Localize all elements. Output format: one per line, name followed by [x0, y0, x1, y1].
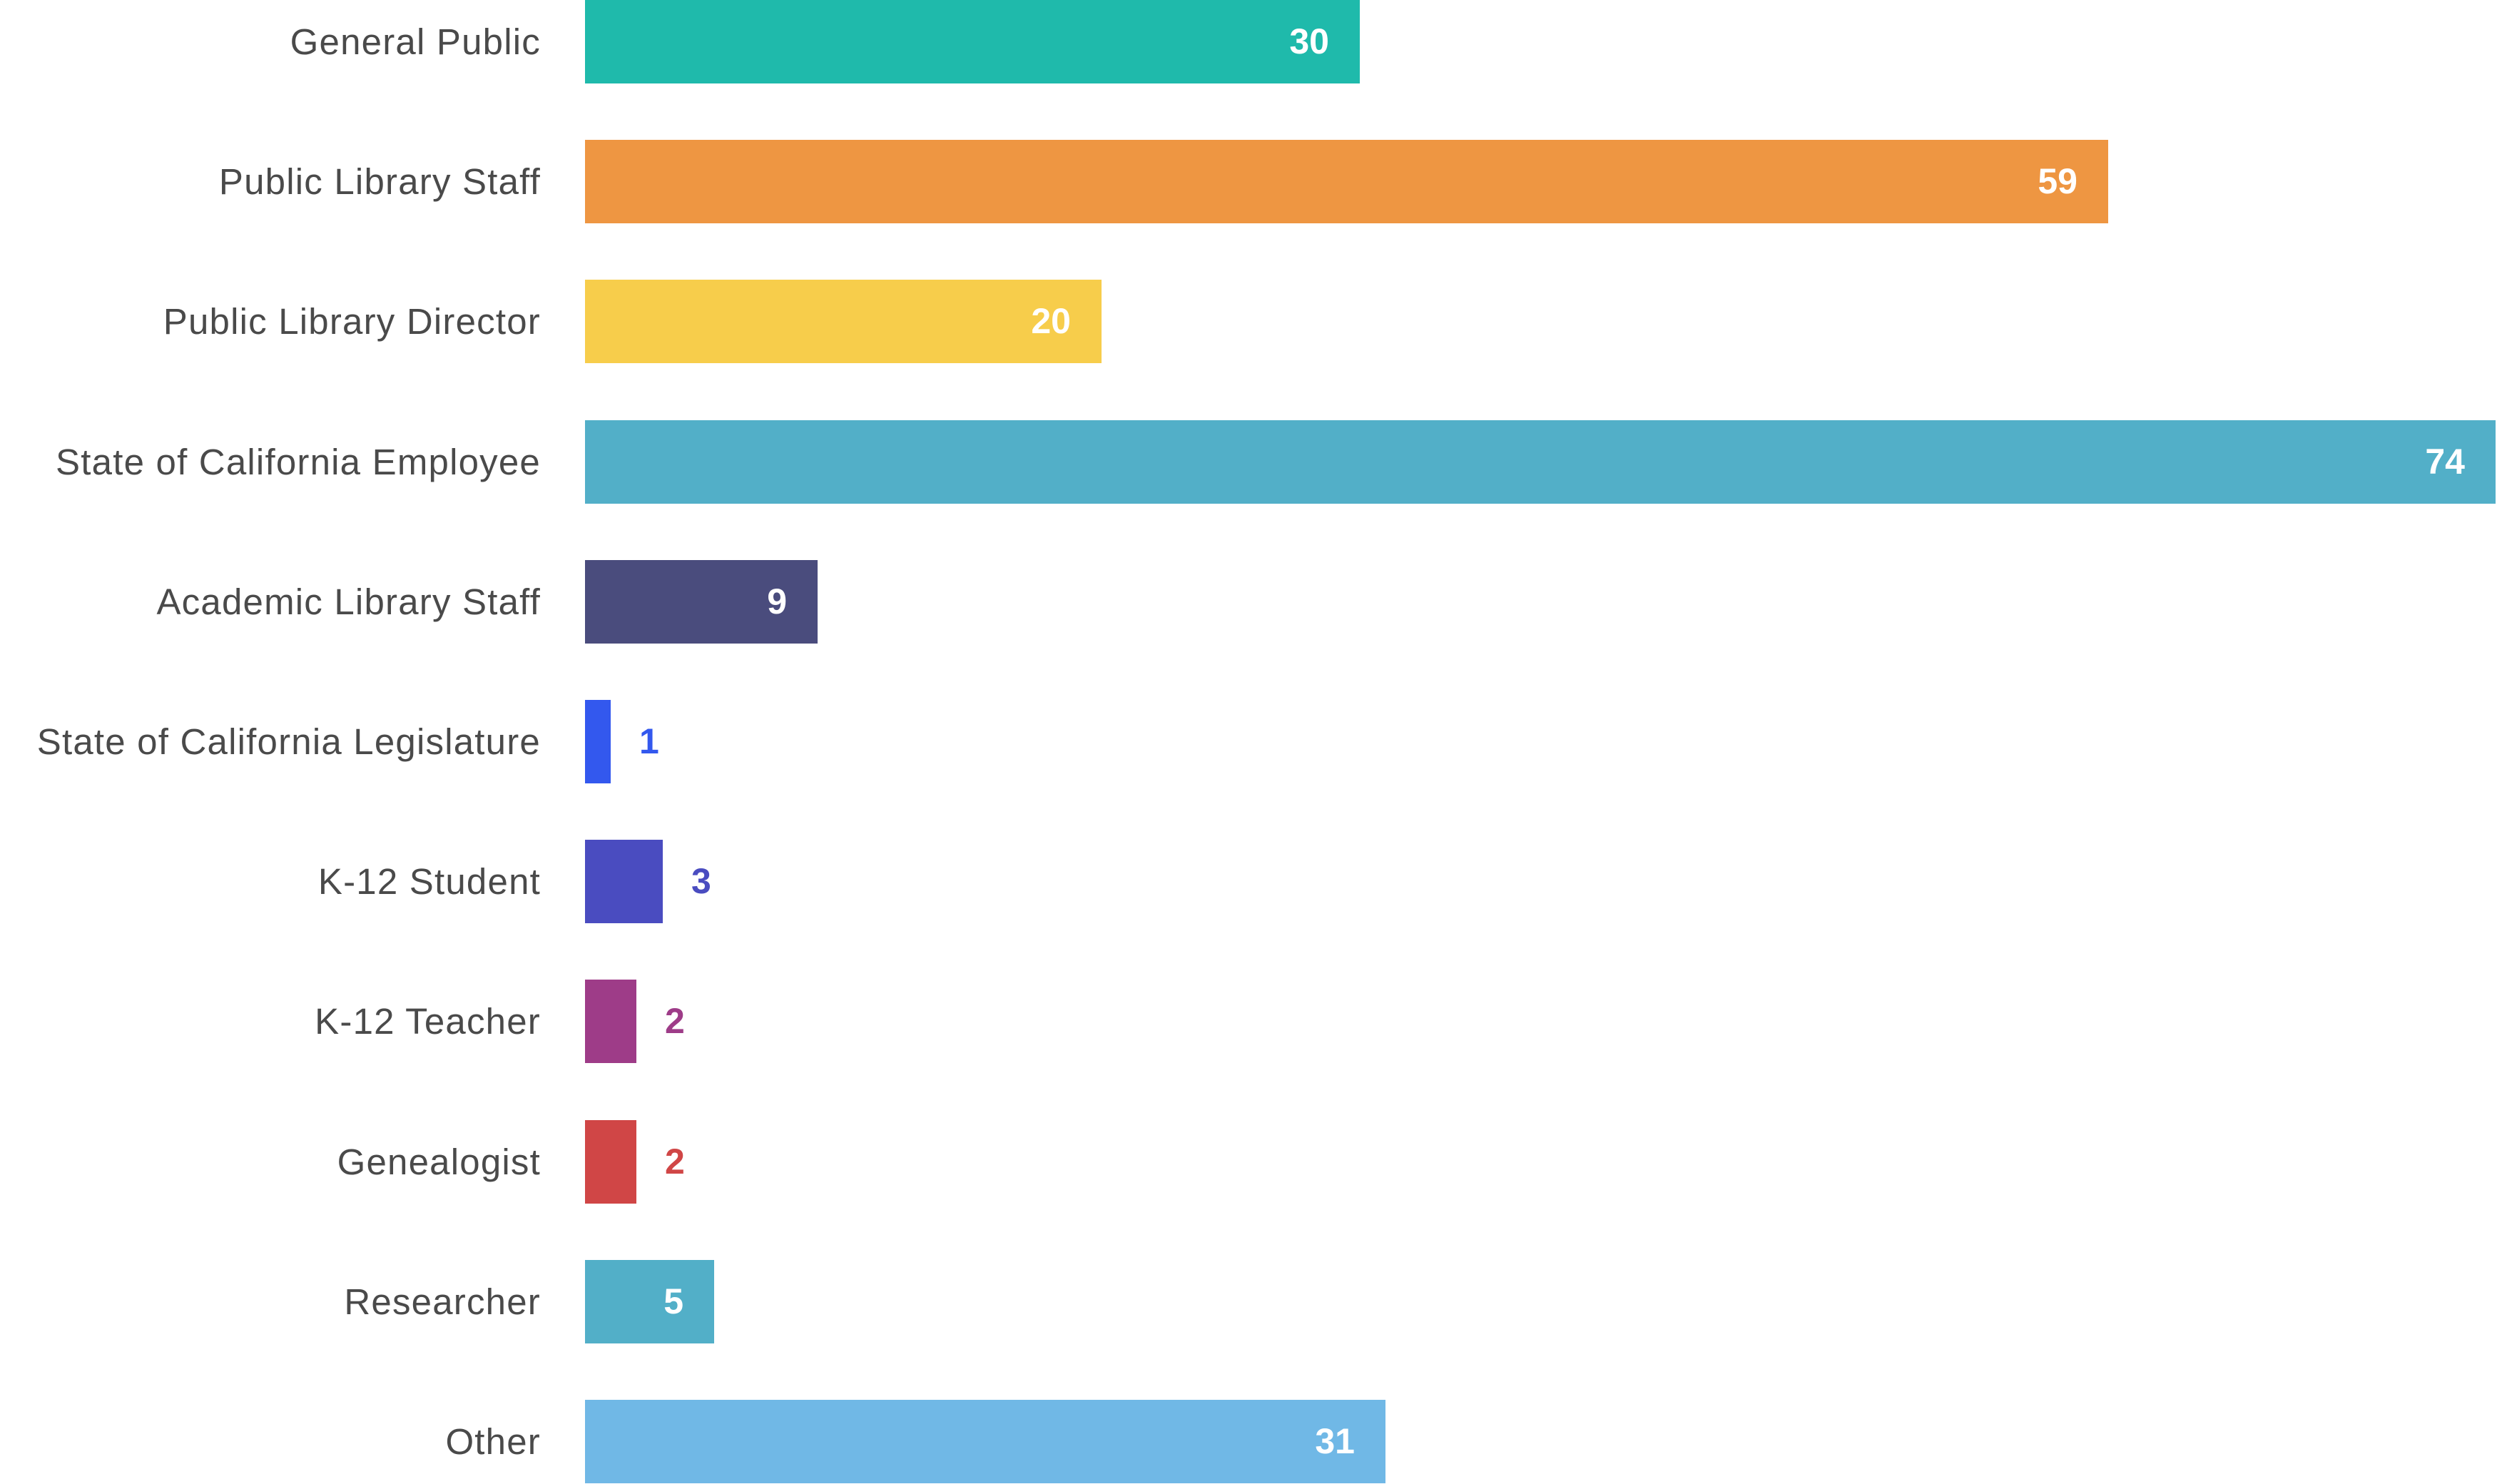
bar — [585, 1120, 636, 1204]
bar-row: State of California Employee 74 — [0, 420, 2497, 504]
bar — [585, 420, 2496, 504]
category-label: Other — [445, 1421, 541, 1462]
value-label: 74 — [2425, 442, 2465, 482]
bar — [585, 700, 611, 783]
category-label: State of California Legislature — [36, 721, 541, 762]
bar-row: K-12 Teacher 2 — [0, 980, 2497, 1063]
value-label: 2 — [665, 1001, 685, 1041]
value-label: 2 — [665, 1142, 685, 1181]
category-label: Public Library Director — [163, 301, 541, 342]
bar-row: State of California Legislature 1 — [0, 700, 2497, 783]
value-label: 31 — [1315, 1421, 1355, 1461]
value-label: 59 — [2038, 161, 2078, 201]
category-label: Academic Library Staff — [156, 581, 541, 622]
value-label: 3 — [691, 861, 711, 901]
value-label: 5 — [663, 1281, 683, 1321]
category-label: Public Library Staff — [218, 161, 541, 202]
bar — [585, 1260, 714, 1343]
value-label: 30 — [1289, 21, 1329, 61]
bar-row: General Public 30 — [0, 0, 2497, 83]
bar — [585, 280, 1102, 363]
bar-row: Academic Library Staff 9 — [0, 560, 2497, 644]
bar-row: K-12 Student 3 — [0, 840, 2497, 923]
bar-row: Researcher 5 — [0, 1260, 2497, 1343]
category-label: Researcher — [344, 1281, 541, 1322]
bar — [585, 840, 663, 923]
bar — [585, 140, 2108, 223]
bar — [585, 1400, 1385, 1483]
category-label: State of California Employee — [56, 442, 541, 482]
category-label: K-12 Teacher — [315, 1001, 541, 1042]
bar-row: Public Library Staff 59 — [0, 140, 2497, 223]
bar — [585, 0, 1360, 83]
category-label: K-12 Student — [317, 861, 541, 902]
category-label: Genealogist — [337, 1142, 541, 1182]
bar-row: Genealogist 2 — [0, 1120, 2497, 1204]
bar — [585, 560, 818, 644]
bar-row: Public Library Director 20 — [0, 280, 2497, 363]
category-label: General Public — [290, 21, 541, 62]
bar — [585, 980, 636, 1063]
bar-row: Other 31 — [0, 1400, 2497, 1483]
value-label: 1 — [639, 721, 659, 761]
value-label: 20 — [1031, 301, 1071, 341]
value-label: 9 — [767, 581, 787, 621]
